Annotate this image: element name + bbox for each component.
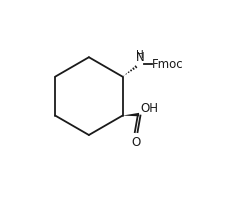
Text: Fmoc: Fmoc bbox=[152, 58, 184, 71]
Text: OH: OH bbox=[140, 102, 158, 115]
Text: N: N bbox=[136, 51, 144, 64]
Text: H: H bbox=[136, 50, 144, 60]
Polygon shape bbox=[123, 113, 139, 116]
Text: O: O bbox=[132, 136, 141, 149]
